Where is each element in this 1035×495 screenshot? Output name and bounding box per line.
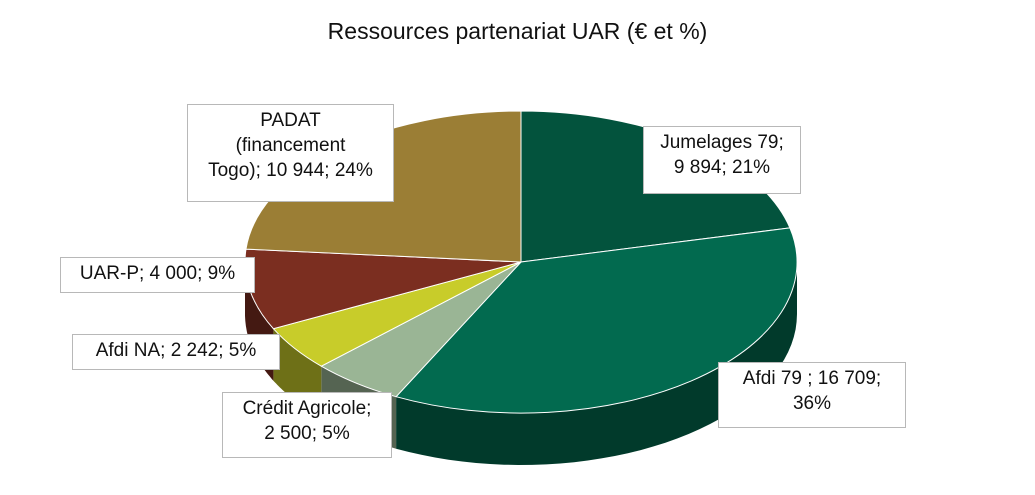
label-padat: PADAT (financement Togo); 10 944; 24% <box>187 104 394 202</box>
label-afdi-79: Afdi 79 ; 16 709; 36% <box>718 362 906 428</box>
label-credit-agricole: Crédit Agricole; 2 500; 5% <box>222 392 392 458</box>
label-afdi-na: Afdi NA; 2 242; 5% <box>72 334 280 370</box>
label-jumelages: Jumelages 79; 9 894; 21% <box>643 126 801 194</box>
chart-title: Ressources partenariat UAR (€ et %) <box>327 18 708 44</box>
label-uar-p: UAR-P; 4 000; 9% <box>60 257 255 293</box>
side-afdi-79 <box>396 262 797 465</box>
slice-afdi-79 <box>395 227 798 414</box>
